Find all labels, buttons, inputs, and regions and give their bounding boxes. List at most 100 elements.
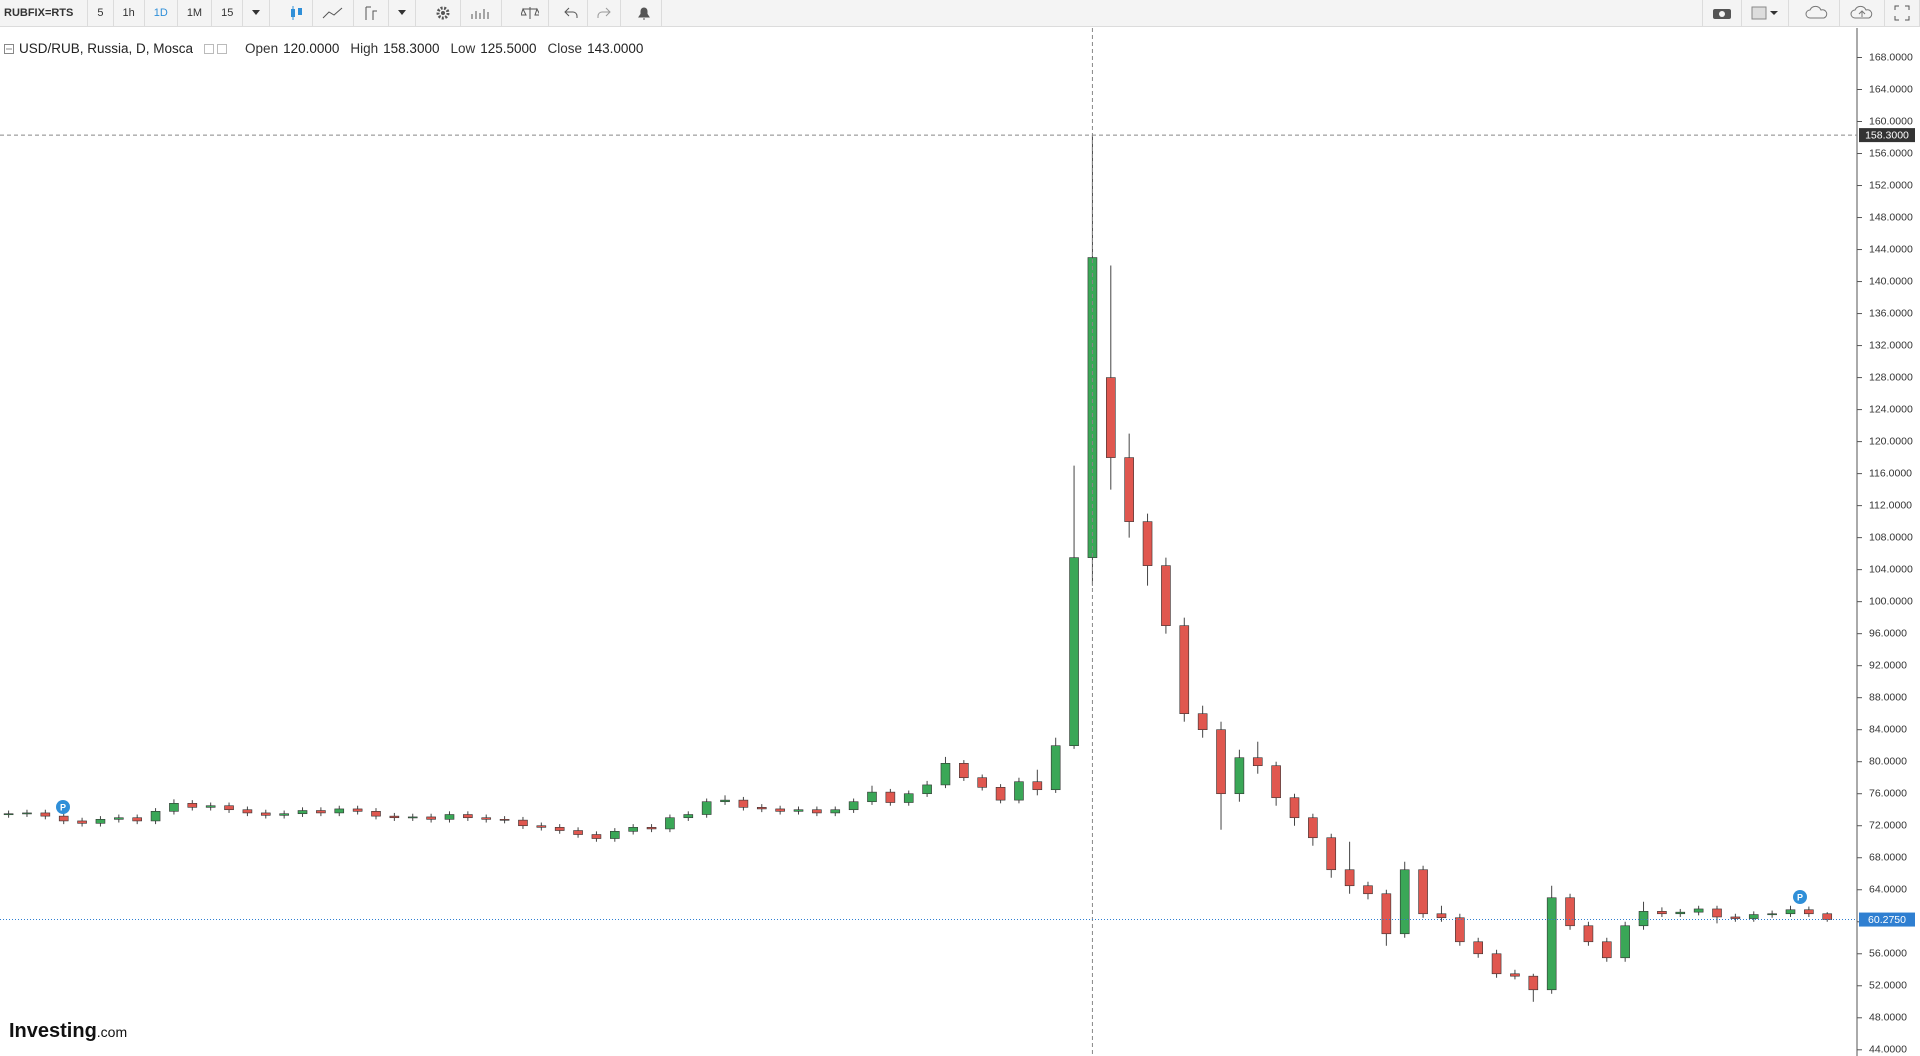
collapse-icon	[4, 43, 14, 54]
dropdown-button[interactable]	[243, 0, 271, 27]
snapshot-button[interactable]	[1702, 0, 1742, 27]
candle-body	[352, 808, 363, 812]
y-tick-label: 120.0000	[1869, 435, 1913, 447]
y-tick-label: 148.0000	[1869, 211, 1913, 223]
interval-button[interactable]: 1D	[145, 0, 178, 27]
draw-button[interactable]	[354, 0, 390, 27]
event-marker	[56, 800, 70, 814]
candle-body	[683, 814, 694, 819]
candle-body	[775, 808, 785, 812]
dropdown-button[interactable]	[389, 0, 417, 27]
candle-body	[610, 831, 620, 839]
candle-body	[1050, 745, 1061, 791]
candle-body	[334, 808, 345, 814]
studies-button[interactable]	[461, 0, 503, 27]
candle-body	[1510, 973, 1520, 977]
candle-body	[1601, 941, 1612, 959]
y-tick-label: 108.0000	[1869, 531, 1913, 543]
logo: Investing.com	[9, 1020, 127, 1043]
legend-value: 143.0000	[587, 41, 644, 56]
candle-body	[1197, 713, 1208, 730]
candle-body	[1161, 565, 1171, 626]
candle-body	[1142, 521, 1153, 566]
candle-body	[426, 816, 436, 820]
candle-body	[940, 763, 951, 786]
logo-brand: Investing	[9, 1020, 97, 1042]
interval-button[interactable]: 1M	[178, 0, 213, 27]
cloud-load-button[interactable]	[1795, 0, 1840, 27]
candle-body	[1804, 909, 1814, 915]
candle-body	[1271, 765, 1281, 799]
candle-body	[260, 812, 271, 816]
candle-body	[1693, 908, 1704, 913]
candle-body	[150, 811, 161, 822]
y-tick-label: 100.0000	[1869, 595, 1913, 607]
interval-button[interactable]: 1h	[114, 0, 145, 27]
candle-body	[1455, 917, 1465, 943]
candle-body	[1436, 913, 1447, 919]
candle-body	[481, 817, 492, 820]
toolbar: RUBFIX=RTS 5 1h 1D 1M 15	[0, 0, 1920, 27]
candle-body	[58, 815, 69, 822]
candle-body	[977, 777, 988, 788]
candle-body	[463, 814, 473, 819]
candle-body	[1014, 781, 1024, 801]
redo-icon	[597, 7, 612, 18]
candle-type-button[interactable]	[280, 0, 314, 27]
candle-body	[1528, 975, 1539, 991]
candle-body	[1546, 897, 1557, 991]
legend-icons	[204, 43, 228, 54]
y-tick-label: 116.0000	[1869, 467, 1912, 479]
fullscreen-icon	[1894, 5, 1910, 21]
event-label: P	[1797, 892, 1803, 902]
y-tick-label: 132.0000	[1869, 339, 1913, 351]
candle-body	[1216, 729, 1226, 795]
cloud-save-button[interactable]	[1840, 0, 1885, 27]
indicator-button[interactable]	[313, 0, 355, 27]
crosshair-label-bg	[1859, 128, 1915, 143]
candle-body	[297, 810, 308, 815]
candle-body	[995, 787, 1006, 801]
interval-button[interactable]: 15	[212, 0, 244, 27]
candle-body	[40, 812, 51, 817]
fullscreen-button[interactable]	[1885, 0, 1920, 27]
candle-body	[1124, 457, 1134, 522]
alert-button[interactable]	[627, 0, 663, 27]
settings-button[interactable]	[426, 0, 462, 27]
undo-button[interactable]	[555, 0, 589, 27]
candle-body	[1730, 916, 1741, 919]
y-tick-label: 164.0000	[1869, 83, 1913, 95]
draw-icon	[365, 6, 378, 20]
price-axis-bg	[1857, 28, 1920, 1056]
layout-button[interactable]	[1742, 0, 1789, 27]
y-tick-label: 68.0000	[1869, 852, 1907, 864]
y-tick-label: 52.0000	[1869, 980, 1907, 992]
last-price-label: 60.2750	[1868, 914, 1906, 926]
studies-icon	[471, 9, 489, 19]
candle-body	[812, 809, 822, 814]
interval-button[interactable]: 5	[88, 0, 114, 27]
redo-button[interactable]	[588, 0, 622, 27]
event-markers: P P	[56, 800, 1807, 904]
y-tick-label: 112.0000	[1869, 499, 1912, 511]
y-tick-label: 72.0000	[1869, 820, 1907, 832]
candle-body	[1785, 909, 1796, 915]
candle-body	[1344, 869, 1355, 887]
candle-body	[132, 817, 142, 822]
candle-body	[1106, 377, 1116, 458]
y-tick-label: 56.0000	[1869, 948, 1907, 960]
symbol-button[interactable]: RUBFIX=RTS	[0, 0, 89, 27]
candle-body	[720, 799, 730, 803]
gear-icon	[436, 6, 450, 20]
compare-button[interactable]	[512, 0, 550, 27]
layout-icon	[1751, 6, 1778, 20]
candle-body	[848, 801, 859, 811]
logo-suffix: .com	[96, 1024, 128, 1040]
candle-body	[279, 813, 289, 816]
candle-body	[830, 809, 841, 814]
candle-body	[1418, 869, 1428, 915]
candle-body	[1399, 869, 1410, 935]
plot	[3, 135, 1833, 1002]
